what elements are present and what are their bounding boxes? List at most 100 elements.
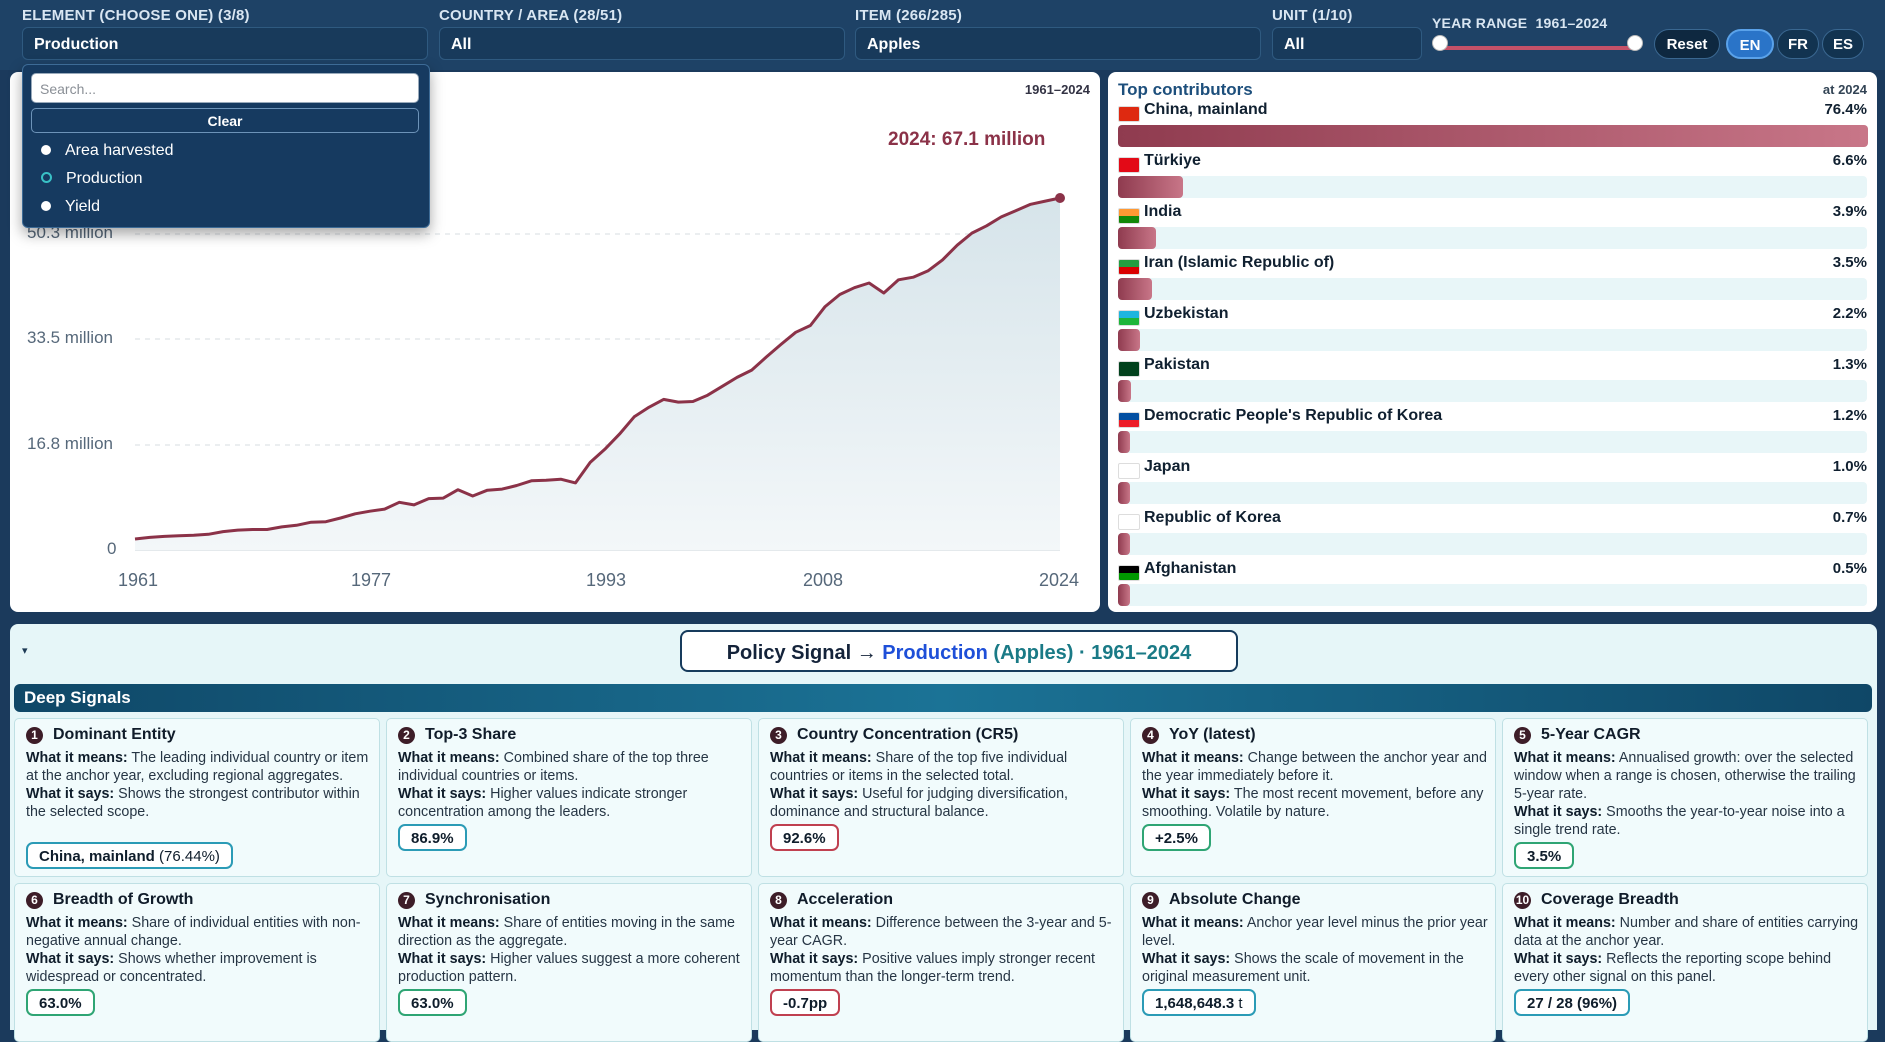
says-label: What it says: bbox=[398, 786, 487, 802]
contributor-bar-track bbox=[1118, 329, 1867, 351]
contributors-title: Top contributors bbox=[1118, 80, 1253, 99]
contributor-bar-track bbox=[1118, 584, 1867, 606]
contributor-bar bbox=[1118, 482, 1130, 504]
country-select[interactable]: All bbox=[439, 27, 845, 60]
reset-button[interactable]: Reset bbox=[1654, 29, 1720, 59]
year-range-track[interactable] bbox=[1440, 46, 1636, 50]
year-range-label-text: YEAR RANGE bbox=[1432, 15, 1528, 31]
signal-value-badge: China, mainland (76.44%) bbox=[26, 842, 233, 869]
says-text: Shows the strongest contributor within t… bbox=[26, 786, 360, 820]
top-contributors-panel: Top contributors at 2024 China, mainland… bbox=[1108, 72, 1877, 612]
kr-flag-icon bbox=[1118, 514, 1140, 530]
contributor-share: 0.5% bbox=[1832, 560, 1867, 577]
means-text: Anchor year level minus the prior year l… bbox=[1142, 915, 1488, 949]
signal-description: What it means: Change between the anchor… bbox=[1142, 749, 1488, 821]
signal-description: What it means: Number and share of entit… bbox=[1514, 914, 1860, 986]
contributor-row[interactable]: Pakistan 1.3% bbox=[1118, 356, 1867, 407]
signal-card: 5 5-Year CAGR What it means: Annualised gr… bbox=[1502, 718, 1868, 877]
signal-description: What it means: Share of the top five ind… bbox=[770, 749, 1116, 821]
signal-card: 8 Acceleration What it means: Difference b… bbox=[758, 883, 1124, 1042]
contributor-name: Pakistan bbox=[1144, 356, 1210, 373]
contributor-row[interactable]: Türkiye 6.6% bbox=[1118, 152, 1867, 203]
contributor-bar bbox=[1118, 227, 1157, 249]
pk-flag-icon bbox=[1118, 361, 1140, 377]
signal-value: +2.5% bbox=[1155, 830, 1198, 847]
option-label: Area harvested bbox=[65, 142, 174, 159]
signal-title: Coverage Breadth bbox=[1541, 891, 1679, 908]
contributor-row[interactable]: Democratic People's Republic of Korea 1.2… bbox=[1118, 407, 1867, 458]
tr-flag-icon bbox=[1118, 157, 1140, 173]
signal-number-badge: 5 bbox=[1514, 727, 1531, 744]
signal-title: Dominant Entity bbox=[53, 726, 176, 743]
policy-range: · 1961–2024 bbox=[1078, 642, 1192, 664]
year-range-start-handle[interactable] bbox=[1432, 35, 1448, 51]
says-text: Shows whether improvement is widespread … bbox=[26, 951, 317, 985]
contributor-bar-track bbox=[1118, 431, 1867, 453]
country-filter-label: COUNTRY / AREA (28/51) bbox=[439, 7, 623, 24]
signal-card: 2 Top-3 Share What it means: Combined shar… bbox=[386, 718, 752, 877]
latest-value-annotation: 2024: 67.1 million bbox=[888, 129, 1046, 150]
deep-signals-header: Deep Signals bbox=[14, 684, 1872, 712]
says-label: What it says: bbox=[1142, 951, 1231, 967]
contributor-row[interactable]: Iran (Islamic Republic of) 3.5% bbox=[1118, 254, 1867, 305]
signal-description: What it means: Share of entities moving … bbox=[398, 914, 744, 986]
means-text: Number and share of entities carrying da… bbox=[1514, 915, 1859, 949]
lang-en-button[interactable]: EN bbox=[1726, 29, 1774, 59]
option-production[interactable]: Production bbox=[41, 170, 143, 188]
year-range-end-handle[interactable] bbox=[1627, 35, 1643, 51]
lang-es-button[interactable]: ES bbox=[1822, 29, 1864, 59]
signal-card: 7 Synchronisation What it means: Share of … bbox=[386, 883, 752, 1042]
says-label: What it says: bbox=[770, 951, 859, 967]
says-label: What it says: bbox=[770, 786, 859, 802]
means-text: Combined share of the top three individu… bbox=[398, 750, 709, 784]
contributor-bar bbox=[1118, 278, 1153, 300]
signal-card: 4 YoY (latest) What it means: Change betwe… bbox=[1130, 718, 1496, 877]
means-label: What it means: bbox=[398, 750, 500, 766]
unit-select[interactable]: All bbox=[1272, 27, 1422, 60]
contributor-share: 3.5% bbox=[1832, 254, 1867, 271]
contributor-row[interactable]: China, mainland 76.4% bbox=[1118, 101, 1868, 152]
contributor-name: Afghanistan bbox=[1144, 560, 1237, 577]
contributor-row[interactable]: Afghanistan 0.5% bbox=[1118, 560, 1867, 611]
contributor-row[interactable]: Uzbekistan 2.2% bbox=[1118, 305, 1867, 356]
element-filter-label: ELEMENT (CHOOSE ONE) (3/8) bbox=[22, 7, 250, 24]
unit-filter-label: UNIT (1/10) bbox=[1272, 7, 1353, 24]
contributor-name: Japan bbox=[1144, 458, 1191, 475]
y-tick-16.8m: 16.8 million bbox=[27, 434, 113, 453]
contributor-row[interactable]: India 3.9% bbox=[1118, 203, 1867, 254]
af-flag-icon bbox=[1118, 565, 1140, 581]
contributor-name: China, mainland bbox=[1144, 101, 1268, 118]
option-area-harvested[interactable]: Area harvested bbox=[41, 142, 174, 160]
signal-value-badge: 92.6% bbox=[770, 824, 839, 851]
contributor-bar-track bbox=[1118, 278, 1867, 300]
signal-title: Absolute Change bbox=[1169, 891, 1301, 908]
contributor-share: 76.4% bbox=[1824, 101, 1867, 118]
signal-title: Synchronisation bbox=[425, 891, 551, 908]
signal-number-badge: 6 bbox=[26, 892, 43, 909]
radio-unselected-icon bbox=[41, 144, 51, 155]
contributor-row[interactable]: Republic of Korea 0.7% bbox=[1118, 509, 1867, 560]
kp-flag-icon bbox=[1118, 412, 1140, 428]
says-text: Smooths the year-to-year noise into a si… bbox=[1514, 804, 1845, 838]
signal-value-badge: +2.5% bbox=[1142, 824, 1211, 851]
contributor-bar bbox=[1118, 584, 1130, 606]
signal-value: -0.7pp bbox=[783, 995, 828, 1012]
means-label: What it means: bbox=[1514, 750, 1616, 766]
contributor-bar bbox=[1118, 176, 1183, 198]
says-label: What it says: bbox=[1142, 786, 1231, 802]
contributor-row[interactable]: Japan 1.0% bbox=[1118, 458, 1867, 509]
contributor-share: 2.2% bbox=[1832, 305, 1867, 322]
item-select[interactable]: Apples bbox=[855, 27, 1261, 60]
element-select[interactable]: Production bbox=[22, 27, 428, 60]
collapse-toggle-icon[interactable]: ▾ bbox=[22, 645, 28, 657]
says-text: Shows the scale of movement in the origi… bbox=[1142, 951, 1464, 985]
dropdown-search-input[interactable]: Search... bbox=[31, 73, 419, 103]
contributor-bar bbox=[1118, 431, 1130, 453]
signal-value: China, mainland bbox=[39, 848, 155, 865]
chart-range-label: 1961–2024 bbox=[1024, 82, 1090, 97]
item-select-value: Apples bbox=[867, 36, 921, 53]
lang-fr-button[interactable]: FR bbox=[1777, 29, 1819, 59]
option-yield[interactable]: Yield bbox=[41, 198, 100, 216]
x-tick-2008: 2008 bbox=[803, 570, 844, 590]
dropdown-clear-button[interactable]: Clear bbox=[31, 108, 419, 133]
